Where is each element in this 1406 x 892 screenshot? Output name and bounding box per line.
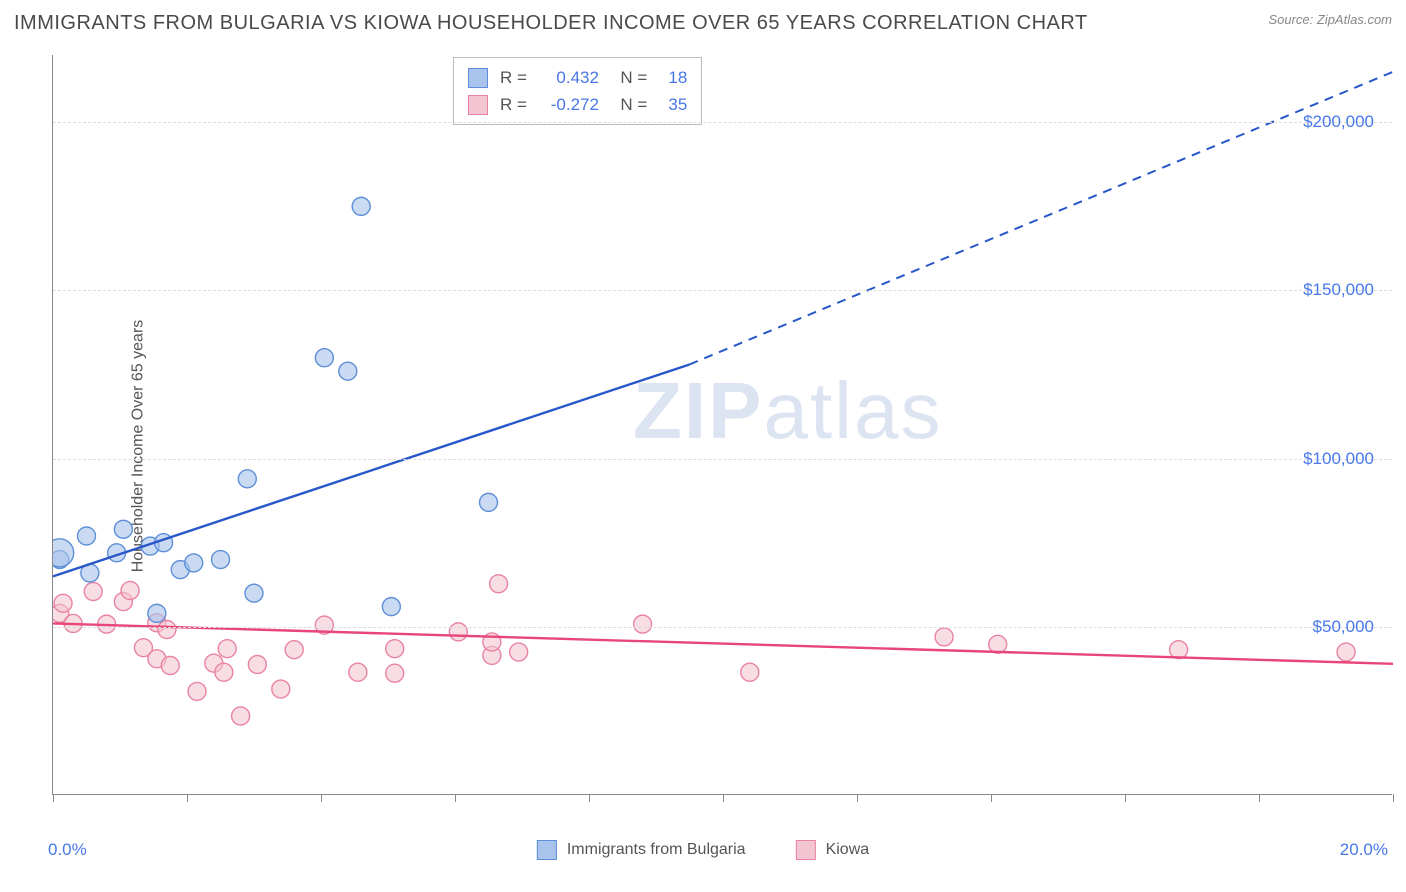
- gridline: [53, 459, 1392, 460]
- legend-swatch-icon: [796, 840, 816, 860]
- data-point: [54, 594, 72, 612]
- data-point: [84, 583, 102, 601]
- data-point: [272, 680, 290, 698]
- data-point: [232, 707, 250, 725]
- data-point: [161, 657, 179, 675]
- data-point: [245, 584, 263, 602]
- data-point: [386, 640, 404, 658]
- data-point: [238, 470, 256, 488]
- x-tick: [991, 794, 992, 802]
- data-point: [148, 604, 166, 622]
- x-axis-min-label: 0.0%: [48, 840, 87, 860]
- x-tick: [857, 794, 858, 802]
- x-tick: [321, 794, 322, 802]
- r-value: -0.272: [539, 91, 599, 118]
- x-tick: [589, 794, 590, 802]
- data-point: [382, 598, 400, 616]
- data-point: [490, 575, 508, 593]
- data-point: [78, 527, 96, 545]
- data-point: [53, 539, 74, 567]
- legend-swatch-icon: [537, 840, 557, 860]
- series-legend: Immigrants from Bulgaria Kiowa: [537, 840, 869, 860]
- data-point: [158, 621, 176, 639]
- n-label: N =: [611, 91, 647, 118]
- r-value: 0.432: [539, 64, 599, 91]
- data-point: [285, 641, 303, 659]
- legend-item-bulgaria: Immigrants from Bulgaria: [537, 840, 746, 860]
- x-tick: [1125, 794, 1126, 802]
- data-point: [449, 623, 467, 641]
- x-tick: [455, 794, 456, 802]
- legend-item-kiowa: Kiowa: [796, 840, 870, 860]
- legend-swatch-icon: [468, 95, 488, 115]
- data-point: [121, 581, 139, 599]
- data-point: [634, 615, 652, 633]
- y-tick-label: $100,000: [1303, 449, 1374, 469]
- r-label: R =: [500, 91, 527, 118]
- legend-label: Immigrants from Bulgaria: [567, 841, 746, 859]
- x-tick: [1393, 794, 1394, 802]
- data-point: [935, 628, 953, 646]
- n-value: 18: [659, 64, 687, 91]
- correlation-legend: R = 0.432 N = 18 R = -0.272 N = 35: [453, 57, 702, 125]
- data-point: [510, 643, 528, 661]
- legend-swatch-icon: [468, 68, 488, 88]
- chart-svg: [53, 55, 1393, 795]
- plot-area: ZIPatlas R =0.432 N =18R =-0.272 N =35 $…: [52, 55, 1392, 795]
- data-point: [339, 362, 357, 380]
- r-label: R =: [500, 64, 527, 91]
- gridline: [53, 627, 1392, 628]
- x-tick: [187, 794, 188, 802]
- y-tick-label: $200,000: [1303, 112, 1374, 132]
- data-point: [114, 520, 132, 538]
- n-value: 35: [659, 91, 687, 118]
- x-tick: [1259, 794, 1260, 802]
- y-tick-label: $150,000: [1303, 280, 1374, 300]
- x-axis-max-label: 20.0%: [1340, 840, 1388, 860]
- trend-line-dashed-bulgaria: [690, 72, 1394, 365]
- data-point: [1337, 643, 1355, 661]
- data-point: [352, 197, 370, 215]
- data-point: [212, 551, 230, 569]
- data-point: [315, 349, 333, 367]
- data-point: [349, 663, 367, 681]
- source-attribution: Source: ZipAtlas.com: [1268, 12, 1392, 27]
- correlation-row-kiowa: R = -0.272 N = 35: [468, 91, 687, 118]
- data-point: [185, 554, 203, 572]
- correlation-row-bulgaria: R = 0.432 N = 18: [468, 64, 687, 91]
- x-tick: [723, 794, 724, 802]
- y-tick-label: $50,000: [1313, 617, 1374, 637]
- data-point: [386, 664, 404, 682]
- data-point: [218, 640, 236, 658]
- gridline: [53, 290, 1392, 291]
- data-point: [215, 663, 233, 681]
- gridline: [53, 122, 1392, 123]
- trend-line-bulgaria: [53, 364, 690, 576]
- data-point: [741, 663, 759, 681]
- n-label: N =: [611, 64, 647, 91]
- data-point: [480, 493, 498, 511]
- data-point: [188, 682, 206, 700]
- legend-label: Kiowa: [826, 841, 870, 859]
- chart-header: IMMIGRANTS FROM BULGARIA VS KIOWA HOUSEH…: [14, 12, 1392, 35]
- data-point: [248, 655, 266, 673]
- x-tick: [53, 794, 54, 802]
- chart-title: IMMIGRANTS FROM BULGARIA VS KIOWA HOUSEH…: [14, 12, 1088, 35]
